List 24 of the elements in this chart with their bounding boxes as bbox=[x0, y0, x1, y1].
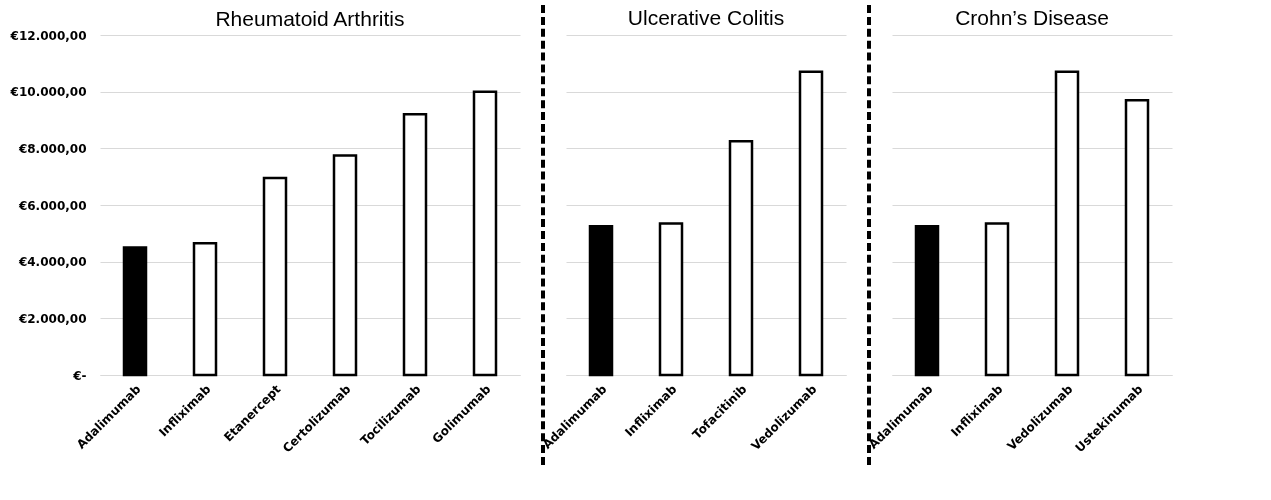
bar bbox=[122, 246, 148, 377]
bar bbox=[1054, 70, 1080, 377]
y-tick-label: €10.000,00 bbox=[9, 85, 87, 100]
bar bbox=[332, 154, 358, 377]
bar bbox=[1124, 98, 1150, 377]
bar bbox=[402, 113, 428, 377]
bar bbox=[472, 90, 498, 377]
bar bbox=[658, 222, 684, 377]
chart-title: Rheumatoid Arthritis bbox=[215, 7, 405, 30]
bar bbox=[798, 70, 824, 377]
bar bbox=[192, 242, 218, 377]
chart-title: Crohn’s Disease bbox=[955, 6, 1109, 29]
bar bbox=[914, 225, 940, 377]
bar bbox=[728, 140, 754, 377]
y-tick-label: €8.000,00 bbox=[17, 141, 87, 156]
y-tick-label: €6.000,00 bbox=[17, 198, 87, 213]
y-tick-label: €2.000,00 bbox=[17, 311, 87, 326]
y-tick-label: €12.000,00 bbox=[9, 28, 87, 43]
bar bbox=[262, 176, 288, 377]
chart-title: Ulcerative Colitis bbox=[627, 6, 785, 29]
y-tick-label: €- bbox=[72, 368, 87, 383]
bar bbox=[984, 222, 1010, 377]
y-tick-label: €4.000,00 bbox=[17, 255, 87, 270]
bar bbox=[588, 225, 614, 377]
